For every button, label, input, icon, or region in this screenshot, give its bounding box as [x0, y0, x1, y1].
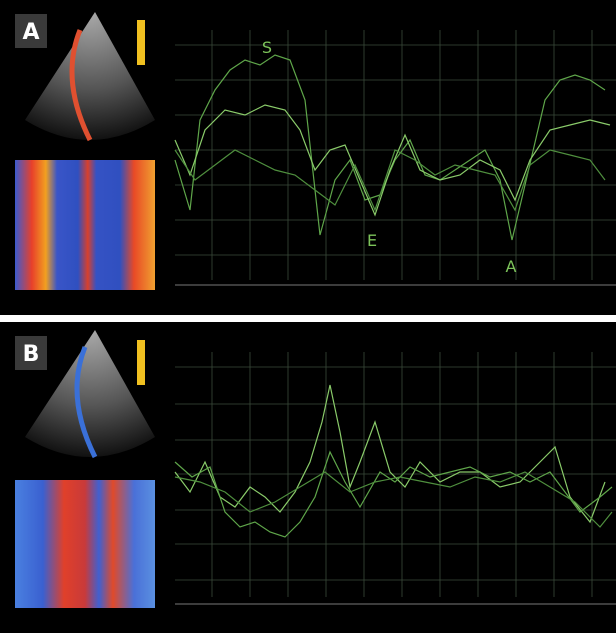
velocity-trace: [174, 450, 613, 538]
velocity-trace: [174, 471, 613, 528]
panel-tag: [15, 336, 47, 370]
annotation: A: [506, 257, 517, 276]
velocity-trace: [174, 149, 606, 212]
color-scale: [137, 340, 145, 385]
grid: [175, 30, 616, 280]
annotation: E: [367, 231, 377, 250]
panel-label: A: [22, 20, 39, 45]
ultrasound-fan: [25, 12, 155, 140]
velocity-trace: [174, 104, 611, 217]
panel-tag: [15, 14, 47, 48]
color-scale: [137, 20, 145, 65]
m-mode: [15, 160, 155, 290]
annotation: S: [262, 38, 272, 57]
panel-b: B: [0, 322, 616, 633]
velocity-trace: [174, 384, 606, 524]
panel-a: A S E A: [0, 0, 616, 315]
color-overlay: [74, 346, 98, 459]
m-mode: [15, 480, 155, 608]
color-overlay: [69, 29, 93, 142]
ultrasound-fan: [25, 330, 155, 457]
panel-label: B: [23, 342, 40, 367]
